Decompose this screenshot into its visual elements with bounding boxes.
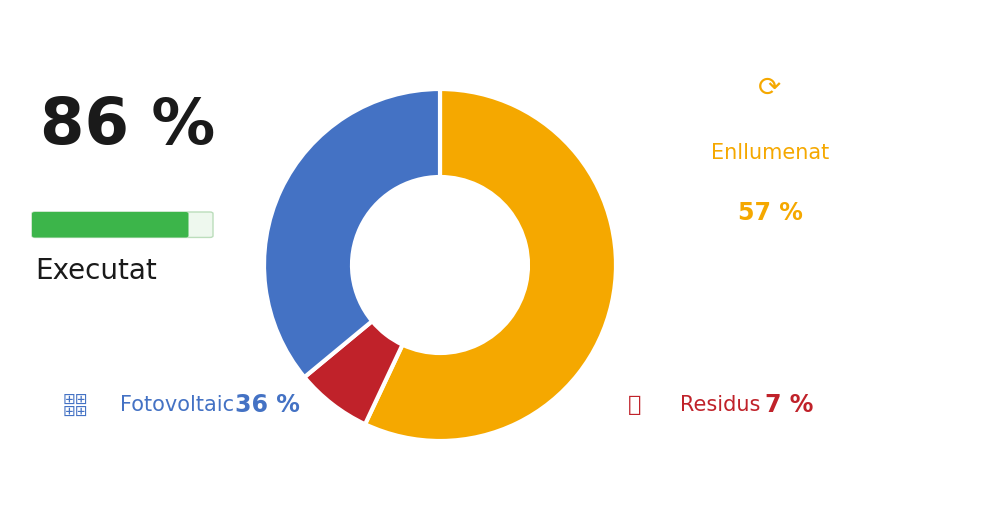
Text: 🗑: 🗑 (628, 395, 642, 416)
FancyBboxPatch shape (32, 212, 213, 237)
Wedge shape (304, 321, 403, 424)
Text: 7 %: 7 % (765, 393, 813, 418)
Text: ⟳: ⟳ (758, 74, 782, 101)
Text: Enllumenat: Enllumenat (711, 143, 829, 163)
Text: 57 %: 57 % (738, 201, 802, 225)
Text: Residus: Residus (680, 395, 767, 416)
Text: ⊞⊞
⊞⊞: ⊞⊞ ⊞⊞ (62, 392, 88, 419)
Text: Executat: Executat (35, 257, 157, 285)
Wedge shape (264, 89, 440, 377)
Text: 36 %: 36 % (235, 393, 300, 418)
Text: Fotovoltaic: Fotovoltaic (120, 395, 241, 416)
Text: 86 %: 86 % (40, 95, 215, 157)
Wedge shape (365, 89, 616, 441)
FancyBboxPatch shape (32, 212, 188, 237)
